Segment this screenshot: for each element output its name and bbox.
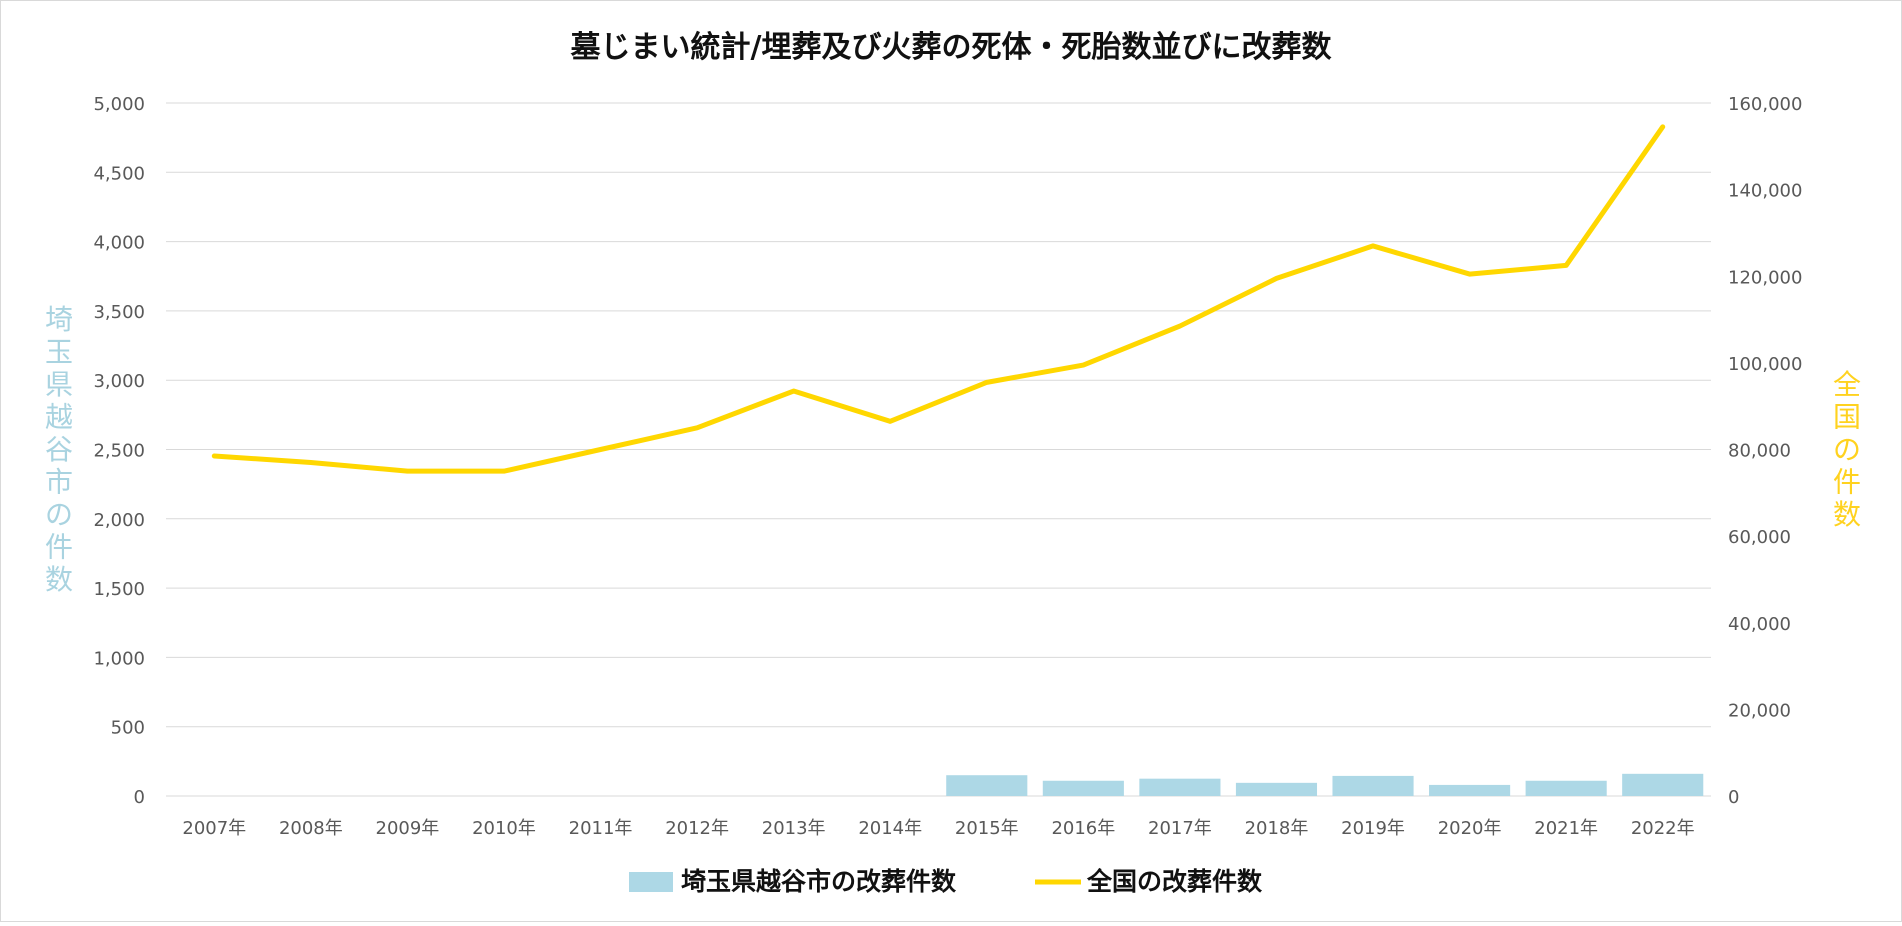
- axis-label-text: 全国の件数: [1833, 368, 1861, 531]
- legend-label-line: 全国の改葬件数: [1086, 867, 1263, 896]
- right-tick-label: 100,000: [1728, 354, 1802, 375]
- bar: [1622, 773, 1704, 796]
- chart-title: 墓じまい統計/埋葬及び火葬の死体・死胎数並びに改葬数: [570, 30, 1333, 65]
- x-tick-label: 2013年: [762, 818, 826, 839]
- left-tick-label: 1,500: [93, 579, 145, 600]
- right-tick-label: 20,000: [1728, 700, 1791, 721]
- bar: [1235, 782, 1318, 796]
- legend-label-bar: 埼玉県越谷市の改葬件数: [681, 867, 957, 896]
- bar: [1525, 780, 1607, 796]
- axis-label-text: 埼玉県越谷市の件数: [45, 303, 73, 596]
- x-tick-label: 2011年: [569, 818, 633, 839]
- legend: 埼玉県越谷市の改葬件数 全国の改葬件数: [629, 867, 1263, 896]
- x-tick-label: 2018年: [1245, 818, 1309, 839]
- left-tick-label: 3,500: [93, 302, 145, 323]
- x-tick-label: 2015年: [955, 818, 1019, 839]
- x-tick-label: 2009年: [376, 818, 440, 839]
- bar: [1332, 775, 1414, 796]
- right-tick-label: 0: [1728, 787, 1739, 808]
- line-series: [211, 124, 1666, 474]
- x-tick-label: 2010年: [472, 818, 536, 839]
- right-axis-label: 全国の件数: [1833, 368, 1861, 531]
- x-tick-label: 2021年: [1534, 818, 1598, 839]
- x-tick-label: 2012年: [665, 818, 729, 839]
- right-tick-label: 60,000: [1728, 527, 1791, 548]
- x-tick-label: 2022年: [1631, 818, 1695, 839]
- right-tick-label: 40,000: [1728, 614, 1791, 635]
- x-tick-label: 2007年: [182, 818, 246, 839]
- right-tick-label: 120,000: [1728, 267, 1802, 288]
- x-tick-label: 2019年: [1341, 818, 1405, 839]
- x-tick-label: 2017年: [1148, 818, 1212, 839]
- x-tick-label: 2008年: [279, 818, 343, 839]
- legend-swatch-bar: [629, 872, 673, 892]
- left-axis-label: 埼玉県越谷市の件数: [45, 303, 73, 596]
- left-tick-label: 1,000: [93, 648, 145, 669]
- left-tick-label: 2,500: [93, 441, 145, 462]
- right-tick-label: 80,000: [1728, 441, 1791, 462]
- x-tick-label: 2014年: [858, 818, 922, 839]
- right-tick-label: 160,000: [1728, 94, 1802, 115]
- right-tick-label: 140,000: [1728, 181, 1802, 202]
- bar: [946, 775, 1028, 796]
- left-tick-label: 5,000: [93, 94, 145, 115]
- right-axis-ticks: 0 20,000 40,000 60,000 80,000 100,000 120,000 1…: [1728, 94, 1802, 808]
- series-line: [211, 124, 1666, 474]
- bar: [1139, 778, 1221, 796]
- bar-series: [946, 773, 1704, 796]
- left-tick-label: 500: [111, 718, 145, 739]
- left-tick-label: 4,000: [93, 233, 145, 254]
- left-axis-ticks: 0 500 1,000 1,500 2,000 2,500 3,000 3,500 4,000 4…: [93, 94, 145, 808]
- gridlines: [166, 102, 1711, 797]
- x-tick-label: 2016年: [1051, 818, 1115, 839]
- x-tick-label: 2020年: [1438, 818, 1502, 839]
- left-tick-label: 4,500: [93, 163, 145, 184]
- left-tick-label: 0: [134, 787, 145, 808]
- bar: [1429, 784, 1511, 796]
- x-axis-ticks: 2007年 2008年 2009年 2010年 2011年 2012年 2013年 2014年…: [182, 818, 1694, 839]
- bar: [1042, 780, 1124, 796]
- left-tick-label: 2,000: [93, 510, 145, 531]
- left-tick-label: 3,000: [93, 371, 145, 392]
